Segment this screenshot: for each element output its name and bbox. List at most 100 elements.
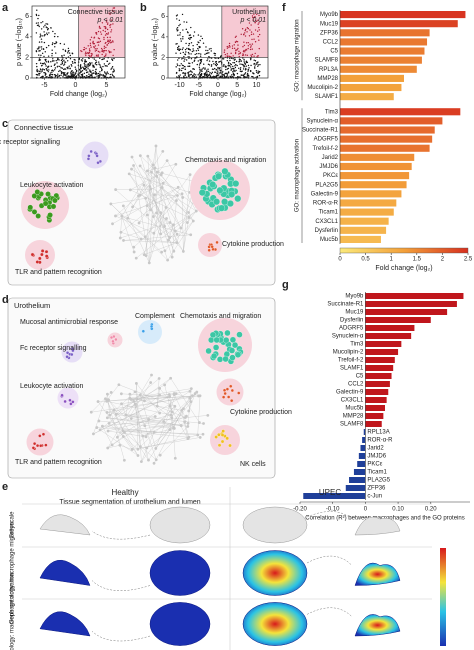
- network-edge: [131, 156, 161, 213]
- network-edge: [121, 151, 163, 217]
- network-node: [166, 238, 170, 242]
- network-node: [147, 417, 151, 421]
- volcano-point: [90, 70, 92, 72]
- category-label: RPL3A: [319, 67, 338, 73]
- panel-letter: f: [282, 2, 286, 14]
- network-node: [92, 432, 95, 436]
- network-edge: [133, 165, 150, 263]
- volcano-point: [105, 33, 108, 35]
- network-node: [129, 417, 133, 420]
- volcano-point: [79, 65, 82, 67]
- volcano-point: [62, 72, 64, 74]
- volcano-point: [252, 16, 254, 19]
- volcano-point: [110, 31, 112, 33]
- volcano-point: [226, 59, 229, 62]
- volcano-point: [37, 17, 39, 20]
- volcano-point: [113, 48, 115, 51]
- network-edge: [110, 198, 146, 205]
- volcano-point: [70, 70, 73, 73]
- volcano-point: [194, 53, 196, 56]
- volcano-point: [183, 55, 185, 58]
- volcano-point: [215, 64, 218, 67]
- network-node: [106, 446, 110, 450]
- volcano-point: [216, 73, 218, 75]
- volcano-point: [240, 70, 243, 73]
- volcano-point: [254, 52, 256, 55]
- category-label: Ticam1: [367, 470, 387, 476]
- volcano-point: [246, 75, 249, 77]
- network-node: [101, 424, 104, 428]
- bar: [340, 11, 466, 19]
- volcano-point: [228, 65, 231, 67]
- volcano-point: [252, 33, 255, 35]
- cluster-halo: [210, 425, 240, 455]
- volcano-point: [250, 45, 252, 47]
- volcano-point: [68, 52, 71, 54]
- volcano-point: [220, 60, 222, 62]
- volcano-point: [44, 58, 46, 61]
- cluster-halo: [216, 378, 244, 406]
- volcano-point: [110, 29, 113, 31]
- volcano-point: [234, 70, 236, 73]
- bar: [365, 389, 389, 395]
- volcano-point: [85, 69, 88, 71]
- volcano-point: [195, 50, 198, 52]
- volcano-point: [102, 75, 104, 77]
- volcano-point: [205, 71, 208, 73]
- volcano-point: [193, 73, 195, 75]
- volcano-point: [257, 70, 259, 72]
- volcano-point: [71, 72, 73, 74]
- network-node: [158, 386, 162, 390]
- volcano-point: [179, 74, 181, 76]
- volcano-point: [201, 68, 203, 70]
- cluster-label: Chemotaxis and migration: [180, 313, 261, 320]
- volcano-point: [243, 66, 245, 68]
- y-tick-label: 4: [25, 34, 29, 41]
- volcano-point: [210, 64, 213, 66]
- bar: [365, 301, 457, 307]
- volcano-point: [214, 71, 216, 73]
- volcano-point: [176, 59, 179, 61]
- cluster-node: [216, 186, 224, 194]
- volcano-point: [99, 71, 101, 73]
- network-edge: [140, 394, 156, 449]
- cluster-node: [86, 157, 91, 161]
- volcano-point: [244, 32, 246, 34]
- volcano-point: [101, 49, 104, 51]
- volcano-point: [253, 59, 255, 61]
- network-edge: [147, 156, 182, 229]
- volcano-point: [228, 42, 231, 45]
- category-label: CCL2: [348, 382, 364, 388]
- network-node: [163, 224, 166, 228]
- volcano-point: [199, 76, 202, 78]
- network-node: [175, 241, 179, 245]
- volcano-point: [94, 45, 97, 47]
- volcano-point: [35, 22, 38, 24]
- network-edge: [107, 394, 110, 416]
- network-edge: [108, 430, 147, 437]
- network-edge: [115, 215, 154, 234]
- network-edge: [110, 203, 162, 253]
- network-edge: [181, 193, 184, 252]
- volcano-point: [257, 54, 259, 57]
- volcano-point: [210, 47, 212, 50]
- volcano-point: [95, 69, 97, 71]
- volcano-point: [233, 44, 235, 46]
- volcano-point: [259, 63, 261, 66]
- cluster-label: TLR and pattern recognition: [15, 459, 102, 466]
- volcano-point: [60, 59, 63, 62]
- volcano-point: [93, 46, 95, 49]
- cluster-node: [220, 433, 225, 437]
- volcano-point: [224, 72, 226, 75]
- volcano-point: [233, 67, 235, 70]
- network-edge: [188, 212, 194, 222]
- volcano-point: [40, 22, 42, 24]
- network-edge: [117, 391, 190, 438]
- category-label: Dysferlin: [340, 318, 363, 324]
- volcano-point: [235, 49, 237, 52]
- volcano-point: [59, 42, 62, 45]
- volcano-point: [246, 72, 249, 75]
- network-node: [141, 434, 145, 438]
- cluster-node: [95, 154, 99, 158]
